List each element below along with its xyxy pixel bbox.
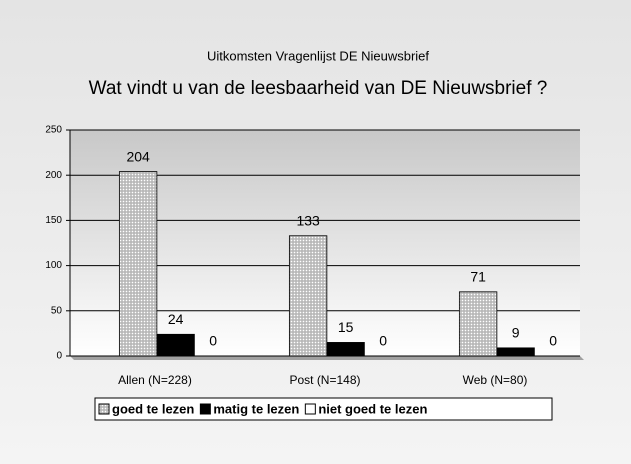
- y-tick-label: 250: [45, 125, 62, 136]
- data-label: 9: [512, 325, 520, 341]
- legend-label: niet goed te lezen: [318, 401, 427, 416]
- bar: [288, 235, 328, 357]
- legend-label: matig te lezen: [213, 401, 299, 416]
- bar: [326, 342, 365, 357]
- x-tick-label: Web (N=80): [463, 373, 528, 387]
- x-tick-label: Post (N=148): [289, 373, 360, 387]
- data-label: 0: [209, 333, 217, 349]
- legend-swatch: [304, 403, 316, 415]
- bar: [156, 333, 195, 357]
- data-label: 204: [126, 148, 150, 164]
- x-tick-label: Allen (N=228): [118, 373, 192, 387]
- bar: [458, 291, 498, 357]
- bar: [118, 171, 158, 357]
- data-label: 133: [296, 212, 320, 228]
- chart-subtitle: Uitkomsten Vragenlijst DE Nieuwsbrief: [207, 48, 429, 63]
- legend-swatch: [199, 403, 211, 415]
- data-label: 15: [338, 319, 354, 335]
- floor: [70, 356, 584, 360]
- chart-title: Wat vindt u van de leesbaarheid van DE N…: [89, 78, 548, 99]
- data-label: 24: [168, 311, 184, 327]
- data-label: 0: [549, 333, 557, 349]
- y-tick-label: 150: [45, 215, 62, 226]
- data-label: 71: [470, 269, 486, 285]
- legend-label: goed te lezen: [112, 401, 194, 416]
- y-tick-label: 200: [45, 170, 62, 181]
- y-tick-label: 100: [45, 260, 62, 271]
- y-tick-label: 50: [51, 305, 63, 316]
- bar: [496, 347, 535, 357]
- y-tick-label: 0: [56, 351, 62, 362]
- legend-swatch: [98, 403, 110, 415]
- data-label: 0: [379, 333, 387, 349]
